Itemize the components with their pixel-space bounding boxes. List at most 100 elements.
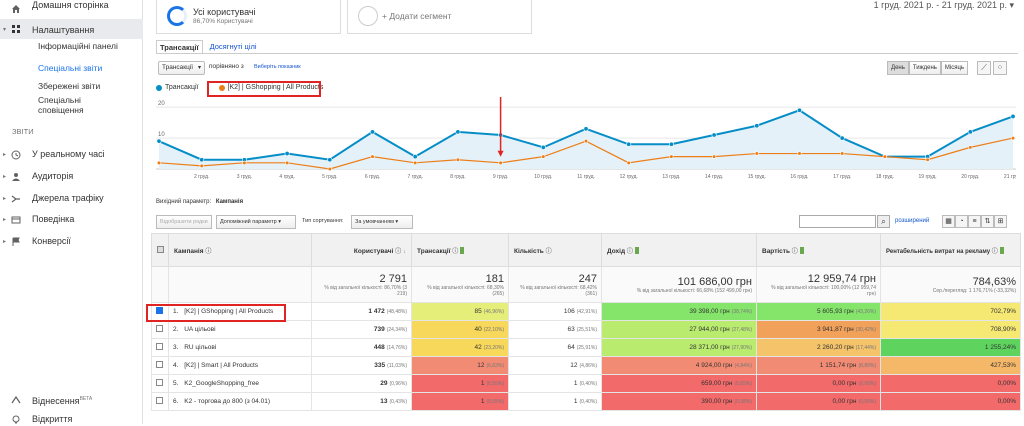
add-segment-button[interactable]: + Додати сегмент [382, 11, 452, 21]
expand-arrow-icon[interactable]: ▸ [3, 152, 7, 158]
data-point [242, 160, 247, 165]
behavior-icon [10, 214, 22, 226]
nav-custom-reports[interactable]: Спеціальні звіти [38, 63, 103, 73]
table-row[interactable]: 2. UA цільові 739 (24,34%) 40 (22,10%) 63 (25,… [151, 320, 1021, 339]
row-quantity: 106 (42,91%) [508, 302, 602, 321]
expand-arrow-icon[interactable]: ▸ [3, 196, 7, 202]
campaign-link[interactable]: [K2] | Smart | All Products [184, 362, 259, 369]
col-cost[interactable]: Вартість ⓘ [756, 233, 881, 267]
motion-chart-icon[interactable]: ⁘ [993, 61, 1007, 75]
add-segment-box[interactable]: + Додати сегмент [347, 0, 532, 34]
nav-customization[interactable]: Налаштування [32, 25, 95, 35]
nav-saved-reports[interactable]: Збережені звіти [38, 81, 101, 91]
col-quantity[interactable]: Кількість ⓘ [508, 233, 602, 267]
col-roas[interactable]: Рентабельність витрат на рекламу ⓘ [880, 233, 1021, 267]
granularity-day-button[interactable]: День [887, 61, 909, 75]
row-quantity: 12 (4,86%) [508, 356, 602, 375]
row-checkbox-cell [151, 320, 169, 339]
nav-acquisition[interactable]: Джерела трафіку [32, 193, 104, 203]
table-row[interactable]: 5. K2_GoogleShopping_free 29 (0,96%) 1 (0,55… [151, 374, 1021, 393]
row-checkbox-cell [151, 392, 169, 411]
data-point [199, 157, 205, 163]
nav-attribution[interactable]: ВіднесенняBETA [32, 396, 93, 406]
select-all-header[interactable] [151, 233, 169, 267]
select-all-checkbox[interactable] [157, 245, 164, 253]
nav-home[interactable]: Домашня сторінка [32, 0, 109, 10]
totals-cost: 12 959,74 грн% від загальної кількості: … [756, 266, 881, 303]
table-row[interactable]: 3. RU цільові 448 (14,76%) 42 (23,20%) 64 (25,… [151, 338, 1021, 357]
advanced-filter-link[interactable]: розширений [895, 218, 930, 224]
table-row[interactable]: 1. [K2] | GShopping | All Products 1 472(… [151, 302, 1021, 321]
campaign-link[interactable]: RU цільові [184, 344, 217, 351]
col-revenue[interactable]: Дохід ⓘ [601, 233, 757, 267]
nav-discover[interactable]: Відкриття [32, 414, 73, 424]
expand-arrow-icon[interactable]: ▸ [3, 174, 7, 180]
data-point [840, 151, 845, 156]
nav-conversions[interactable]: Конверсії [32, 236, 71, 246]
row-cost: 1 151,74 грн (8,89%) [756, 356, 881, 375]
comparison-view-icon[interactable]: ⇅ [981, 215, 994, 228]
performance-view-icon[interactable]: ≡ [968, 215, 981, 228]
table-search-input[interactable] [799, 215, 876, 228]
campaign-link[interactable]: K2_GoogleShopping_free [184, 380, 260, 387]
table-row[interactable]: 4. [K2] | Smart | All Products 335 (11,03%… [151, 356, 1021, 375]
tab-goals[interactable]: Досягнуті цілі [209, 42, 257, 51]
date-range-selector[interactable]: 1 груд. 2021 р. - 21 груд. 2021 р. ▾ [873, 0, 1014, 10]
heatmap-icon [999, 247, 1004, 255]
grid-icon [10, 23, 22, 35]
campaign-link[interactable]: K2 - торгова до 800 (з 04.01) [184, 398, 270, 405]
line-chart-icon[interactable]: ⟋ [977, 61, 991, 75]
row-checkbox-cell [151, 356, 169, 375]
data-point [626, 160, 631, 165]
search-icon[interactable]: ⌕ [877, 215, 890, 228]
campaign-link[interactable]: [K2] | GShopping | All Products [184, 308, 274, 315]
table-row[interactable]: 6. K2 - торгова до 800 (з 04.01) 13 (0,43%… [151, 392, 1021, 411]
nav-realtime[interactable]: У реальному часі [32, 149, 105, 159]
nav-custom-alerts[interactable]: Спеціальні сповіщення [38, 95, 84, 115]
nav-dashboards[interactable]: Інформаційні панелі [38, 41, 118, 51]
granularity-week-button[interactable]: Тиждень [908, 61, 941, 75]
pick-metric-link[interactable]: Виберіть показник [254, 64, 301, 70]
collapse-arrow-icon[interactable]: ▾ [3, 27, 7, 33]
row-roas: 0,00% [880, 374, 1021, 393]
campaign-link[interactable]: UA цільові [184, 326, 216, 333]
legend-dot-orange [218, 84, 225, 91]
row-checkbox[interactable] [156, 307, 163, 314]
row-users: 335 (11,03%) [311, 356, 412, 375]
row-users: 448 (14,76%) [311, 338, 412, 357]
nav-behavior[interactable]: Поведінка [32, 214, 75, 224]
col-transactions[interactable]: Трансакції ⓘ [411, 233, 509, 267]
data-point [413, 160, 418, 165]
data-point [967, 129, 973, 135]
expand-arrow-icon[interactable]: ▸ [3, 217, 7, 223]
data-point [839, 135, 845, 141]
segment-all-users[interactable]: Усі користувачі 86,70% Користувачі [156, 0, 341, 34]
nav-audience[interactable]: Аудиторія [32, 171, 74, 181]
row-users: 13 (0,43%) [311, 392, 412, 411]
data-point [455, 157, 461, 162]
granularity-month-button[interactable]: Місяць [940, 61, 969, 75]
data-point [925, 157, 930, 162]
tab-transactions[interactable]: Трансакції [156, 40, 203, 54]
metric-selector[interactable]: Трансакції ▾ [158, 61, 205, 75]
help-icon: ⓘ [991, 248, 998, 255]
row-checkbox[interactable] [156, 361, 163, 368]
pivot-view-icon[interactable]: ⊞ [994, 215, 1007, 228]
secondary-dimension-select[interactable]: Допоміжний параметр ▾ [216, 215, 296, 229]
col-campaign[interactable]: Кампанія ⓘ [168, 233, 312, 267]
home-icon [10, 3, 22, 15]
row-checkbox[interactable] [156, 325, 163, 332]
row-campaign-cell: 2. UA цільові [168, 320, 312, 339]
data-view-icon[interactable]: ▦ [942, 215, 955, 228]
row-checkbox[interactable] [156, 379, 163, 386]
data-point [199, 163, 204, 169]
plot-rows-button[interactable]: Відобразити рядки [156, 215, 212, 229]
data-point [754, 151, 759, 156]
expand-arrow-icon[interactable]: ▸ [3, 239, 7, 245]
pie-view-icon[interactable]: ◔ [955, 215, 968, 228]
col-users[interactable]: Користувачі ⓘ ↓ [311, 233, 412, 267]
row-checkbox[interactable] [156, 343, 163, 350]
row-users: 739 (24,34%) [311, 320, 412, 339]
sort-type-select[interactable]: За умовчанням ▾ [351, 215, 413, 229]
row-checkbox[interactable] [156, 397, 163, 404]
